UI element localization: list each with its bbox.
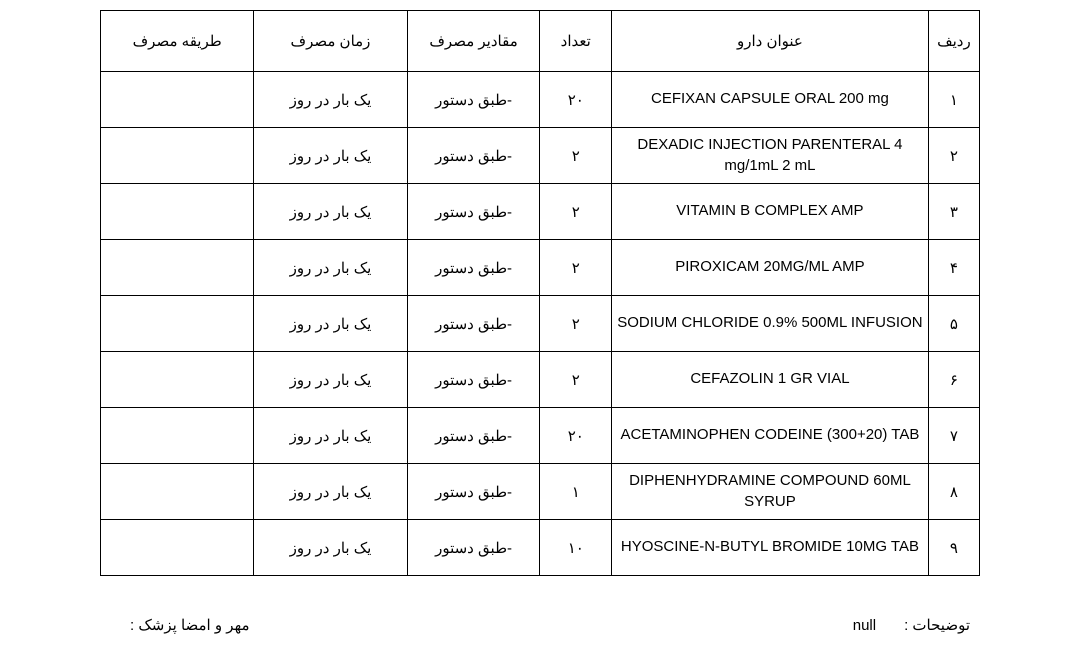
cell-drug: VITAMIN B COMPLEX AMP <box>612 184 929 240</box>
cell-time: یک بار در روز <box>254 464 407 520</box>
cell-row: ۴ <box>928 240 979 296</box>
cell-amount: طبق دستور- <box>407 128 540 184</box>
cell-count: ۲ <box>540 352 612 408</box>
cell-method <box>101 296 254 352</box>
cell-count: ۲ <box>540 184 612 240</box>
col-header-count: تعداد <box>540 11 612 72</box>
table-row: یک بار در روزطبق دستور-۲PIROXICAM 20MG/M… <box>101 240 980 296</box>
cell-method <box>101 464 254 520</box>
cell-row: ۶ <box>928 352 979 408</box>
signature-label: مهر و امضا پزشک : <box>130 617 250 634</box>
cell-drug: CEFIXAN CAPSULE ORAL 200 mg <box>612 72 929 128</box>
cell-count: ۲ <box>540 128 612 184</box>
cell-amount: طبق دستور- <box>407 352 540 408</box>
cell-time: یک بار در روز <box>254 296 407 352</box>
cell-count: ۲۰ <box>540 408 612 464</box>
cell-method <box>101 128 254 184</box>
cell-amount: طبق دستور- <box>407 296 540 352</box>
cell-drug: DEXADIC INJECTION PARENTERAL 4 mg/1mL 2 … <box>612 128 929 184</box>
table-row: یک بار در روزطبق دستور-۲۰ACETAMINOPHEN C… <box>101 408 980 464</box>
table-row: یک بار در روزطبق دستور-۲۰CEFIXAN CAPSULE… <box>101 72 980 128</box>
footer: توضیحات : null مهر و امضا پزشک : <box>100 616 980 634</box>
cell-drug: CEFAZOLIN 1 GR VIAL <box>612 352 929 408</box>
cell-drug: ACETAMINOPHEN CODEINE (300+20) TAB <box>612 408 929 464</box>
cell-time: یک بار در روز <box>254 240 407 296</box>
cell-amount: طبق دستور- <box>407 408 540 464</box>
cell-row: ۹ <box>928 520 979 576</box>
cell-row: ۷ <box>928 408 979 464</box>
cell-time: یک بار در روز <box>254 72 407 128</box>
cell-time: یک بار در روز <box>254 408 407 464</box>
cell-method <box>101 72 254 128</box>
cell-amount: طبق دستور- <box>407 464 540 520</box>
notes-label: توضیحات : <box>904 616 970 634</box>
cell-method <box>101 352 254 408</box>
cell-method <box>101 520 254 576</box>
col-header-drug: عنوان دارو <box>612 11 929 72</box>
cell-amount: طبق دستور- <box>407 240 540 296</box>
cell-drug: HYOSCINE-N-BUTYL BROMIDE 10MG TAB <box>612 520 929 576</box>
cell-count: ۱ <box>540 464 612 520</box>
cell-time: یک بار در روز <box>254 128 407 184</box>
col-header-time: زمان مصرف <box>254 11 407 72</box>
cell-count: ۲۰ <box>540 72 612 128</box>
cell-count: ۲ <box>540 240 612 296</box>
table-row: یک بار در روزطبق دستور-۱۰HYOSCINE-N-BUTY… <box>101 520 980 576</box>
col-header-row: ردیف <box>928 11 979 72</box>
cell-row: ۸ <box>928 464 979 520</box>
cell-row: ۵ <box>928 296 979 352</box>
cell-amount: طبق دستور- <box>407 520 540 576</box>
cell-time: یک بار در روز <box>254 520 407 576</box>
col-header-method: طریقه مصرف <box>101 11 254 72</box>
cell-count: ۲ <box>540 296 612 352</box>
cell-drug: SODIUM CHLORIDE 0.9% 500ML INFUSION <box>612 296 929 352</box>
cell-method <box>101 184 254 240</box>
cell-time: یک بار در روز <box>254 352 407 408</box>
notes-value: null <box>853 617 876 634</box>
table-row: یک بار در روزطبق دستور-۲DEXADIC INJECTIO… <box>101 128 980 184</box>
cell-amount: طبق دستور- <box>407 72 540 128</box>
col-header-amount: مقادیر مصرف <box>407 11 540 72</box>
table-row: یک بار در روزطبق دستور-۱DIPHENHYDRAMINE … <box>101 464 980 520</box>
table-row: یک بار در روزطبق دستور-۲VITAMIN B COMPLE… <box>101 184 980 240</box>
cell-row: ۳ <box>928 184 979 240</box>
table-row: یک بار در روزطبق دستور-۲SODIUM CHLORIDE … <box>101 296 980 352</box>
cell-row: ۲ <box>928 128 979 184</box>
cell-time: یک بار در روز <box>254 184 407 240</box>
prescription-table: طریقه مصرف زمان مصرف مقادیر مصرف تعداد ع… <box>100 10 980 576</box>
cell-row: ۱ <box>928 72 979 128</box>
cell-method <box>101 408 254 464</box>
cell-amount: طبق دستور- <box>407 184 540 240</box>
cell-drug: PIROXICAM 20MG/ML AMP <box>612 240 929 296</box>
table-row: یک بار در روزطبق دستور-۲CEFAZOLIN 1 GR V… <box>101 352 980 408</box>
cell-count: ۱۰ <box>540 520 612 576</box>
cell-drug: DIPHENHYDRAMINE COMPOUND 60ML SYRUP <box>612 464 929 520</box>
table-header-row: طریقه مصرف زمان مصرف مقادیر مصرف تعداد ع… <box>101 11 980 72</box>
cell-method <box>101 240 254 296</box>
